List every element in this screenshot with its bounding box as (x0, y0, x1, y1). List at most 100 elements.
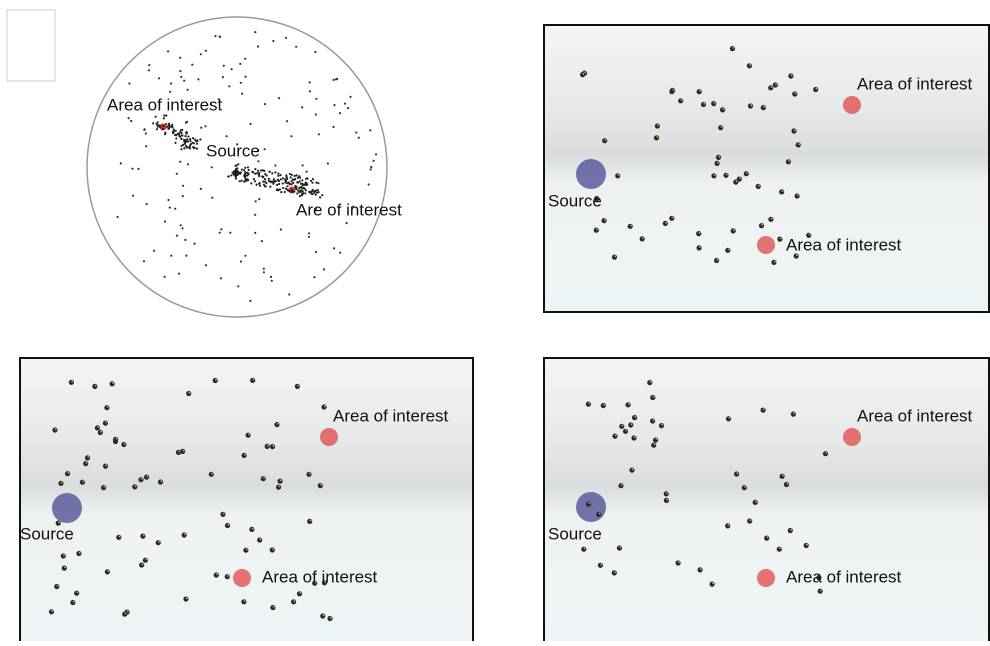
dot (678, 98, 683, 103)
dot (589, 503, 591, 505)
dot (786, 483, 788, 485)
label: Are of interest (296, 200, 402, 219)
dot (278, 183, 280, 185)
dot (182, 532, 187, 537)
dot (170, 82, 172, 84)
dot (726, 174, 728, 176)
dot (370, 168, 372, 170)
dot (95, 425, 100, 430)
dot (294, 175, 296, 177)
dot (192, 146, 194, 148)
dot (661, 424, 663, 426)
dot (181, 129, 183, 131)
dot (169, 207, 171, 209)
dot (68, 472, 70, 474)
dot (659, 423, 664, 428)
dot (782, 190, 784, 192)
dot (295, 187, 297, 189)
dot (292, 182, 294, 184)
dot (628, 224, 633, 229)
dot (797, 194, 799, 196)
dot (339, 252, 341, 254)
dot (254, 232, 256, 234)
dot (160, 480, 162, 482)
dot (314, 190, 316, 192)
dot (758, 185, 760, 187)
dot (183, 596, 188, 601)
area-marker (757, 569, 775, 587)
dot (143, 260, 145, 262)
dot (241, 599, 246, 604)
dot (737, 472, 739, 474)
dot (124, 443, 126, 445)
dot (237, 285, 239, 287)
dot (777, 547, 782, 552)
dot (258, 175, 260, 177)
dot (152, 122, 154, 124)
dot (725, 248, 730, 253)
dot (57, 585, 59, 587)
dot (798, 143, 800, 145)
dot (602, 218, 607, 223)
dot (79, 552, 81, 554)
dot (614, 255, 616, 257)
dot (97, 426, 99, 428)
dot (791, 412, 796, 417)
dot (650, 418, 655, 423)
dot (626, 402, 631, 407)
dot (103, 421, 108, 426)
dot (162, 125, 164, 127)
dot (699, 90, 701, 92)
dot (128, 82, 130, 84)
dot (104, 486, 106, 488)
dot (200, 127, 202, 129)
dot (294, 600, 296, 602)
dot (265, 444, 270, 449)
dot (782, 475, 784, 477)
dot (240, 82, 242, 84)
dot (599, 513, 601, 515)
dot (647, 380, 652, 385)
dot (324, 405, 326, 407)
dot (277, 423, 279, 425)
dot (718, 125, 723, 130)
dot (310, 180, 312, 182)
dot (285, 188, 287, 190)
dot (244, 255, 246, 257)
dot (267, 445, 269, 447)
dot (257, 45, 259, 47)
dot (138, 477, 143, 482)
dot (174, 142, 176, 144)
dot (282, 182, 284, 184)
dot (279, 486, 281, 488)
dot (248, 434, 250, 436)
dot (697, 245, 702, 250)
dot (291, 180, 293, 182)
dot (264, 103, 266, 105)
dot (144, 128, 146, 130)
dot (105, 464, 107, 466)
dot (315, 113, 317, 115)
dot (148, 64, 150, 66)
dot (598, 563, 603, 568)
area-marker (320, 428, 338, 446)
dot (284, 191, 286, 193)
dot (304, 188, 306, 190)
dot (369, 129, 371, 131)
label: Area of interest (333, 406, 449, 425)
dot (187, 163, 189, 165)
dot (290, 135, 292, 137)
dot (222, 76, 224, 78)
dot (771, 260, 776, 265)
dot (179, 57, 181, 59)
dot (261, 476, 266, 481)
dot (191, 64, 193, 66)
dot (721, 126, 723, 128)
dot (271, 172, 273, 174)
dot (247, 179, 249, 181)
dot (759, 223, 764, 228)
dot (302, 164, 304, 166)
dot (311, 182, 313, 184)
dot (196, 140, 198, 142)
dot (58, 481, 63, 486)
